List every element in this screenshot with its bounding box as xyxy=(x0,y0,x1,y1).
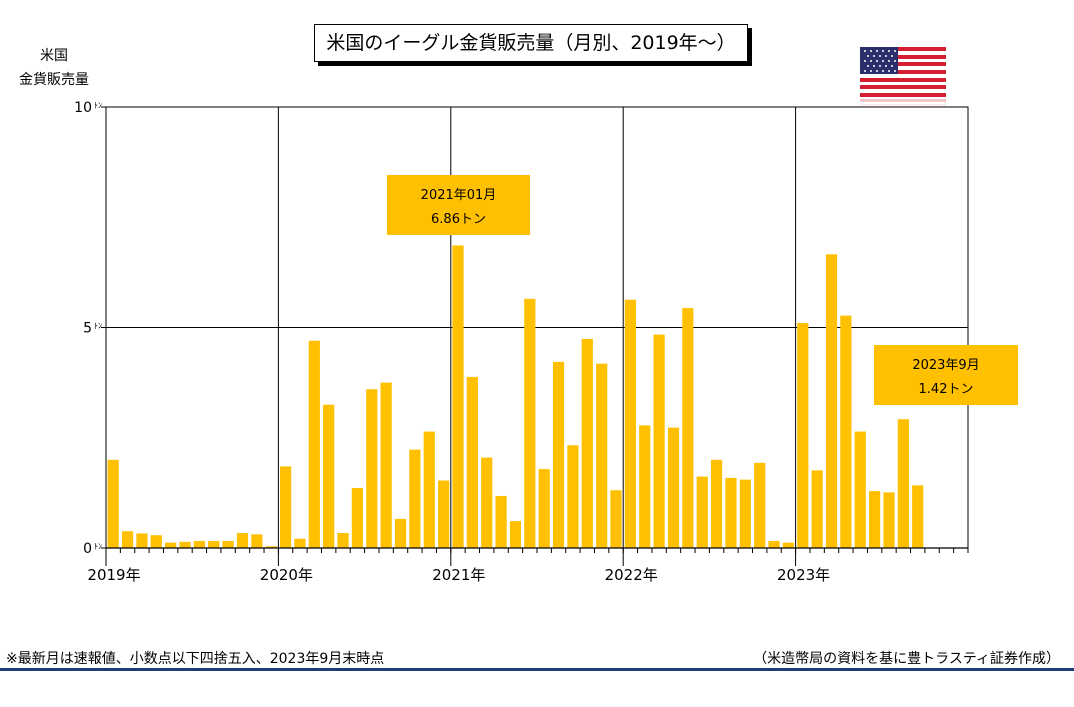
callout-box xyxy=(874,345,1018,405)
bar xyxy=(337,533,349,548)
bar xyxy=(710,459,723,548)
bar xyxy=(811,470,823,548)
callout-box xyxy=(387,175,530,235)
y-tick-unit: ﾄﾝ xyxy=(94,542,102,551)
bar xyxy=(768,540,780,548)
bar xyxy=(193,540,205,548)
bar xyxy=(912,485,924,548)
y-axis-label: 米国 金貨販売量 xyxy=(12,44,96,92)
bar xyxy=(308,340,320,548)
bar xyxy=(725,477,737,548)
bar xyxy=(466,376,478,548)
bar xyxy=(323,404,335,548)
bar xyxy=(897,419,909,548)
bar xyxy=(236,533,249,548)
bar xyxy=(409,449,421,548)
bar xyxy=(394,518,407,548)
bar xyxy=(179,541,191,548)
bar xyxy=(840,315,852,548)
bar xyxy=(869,491,881,548)
bar xyxy=(552,361,565,548)
y-tick-label: 0 xyxy=(83,541,92,557)
bar xyxy=(452,245,464,548)
bar xyxy=(639,425,651,548)
bar xyxy=(107,459,119,548)
y-axis-label-line-2: 金貨販売量 xyxy=(19,72,89,88)
footnote-left: ※最新月は速報値、小数点以下四捨五入、2023年9月末時点 xyxy=(6,651,385,667)
bar xyxy=(423,431,435,548)
y-tick-label: 10 xyxy=(74,100,92,116)
bar xyxy=(481,457,493,548)
callout-text: 2021年01月 xyxy=(421,188,497,203)
bar xyxy=(265,546,277,548)
y-tick-unit: ﾄﾝ xyxy=(94,322,102,331)
bar xyxy=(696,476,708,548)
bar xyxy=(136,533,148,548)
x-tick-label: 2019年 xyxy=(87,566,140,584)
bar xyxy=(251,534,263,548)
y-tick-label: 5 xyxy=(83,321,92,337)
bar xyxy=(653,334,665,548)
bar xyxy=(222,540,234,548)
bar xyxy=(438,480,450,548)
bottom-rule xyxy=(0,668,1074,671)
bar xyxy=(567,445,579,548)
callout-text: 2023年9月 xyxy=(912,358,979,373)
bar xyxy=(596,363,608,548)
bar xyxy=(754,462,766,548)
bar xyxy=(797,323,809,548)
y-axis-label-line-1: 米国 xyxy=(40,48,68,64)
bar xyxy=(380,382,392,548)
bar xyxy=(509,521,522,548)
bar xyxy=(624,299,636,548)
chart-title: 米国のイーグル金貨販売量（月別、2019年～） xyxy=(314,24,748,62)
bar xyxy=(739,479,751,548)
bar xyxy=(825,254,838,548)
bar xyxy=(495,495,507,548)
bar xyxy=(165,542,177,548)
bar xyxy=(150,535,162,548)
bar xyxy=(682,308,694,548)
bar xyxy=(208,540,220,548)
y-tick-unit: ﾄﾝ xyxy=(94,101,102,110)
x-tick-label: 2020年 xyxy=(260,566,313,584)
footnote-right: （米造幣局の資料を基に豊トラスティ証券作成） xyxy=(753,651,1060,667)
bar xyxy=(581,338,593,548)
x-tick-label: 2023年 xyxy=(777,566,830,584)
bar xyxy=(366,389,378,548)
callout-text: 1.42トン xyxy=(919,382,974,397)
bar xyxy=(279,466,292,548)
x-tick-label: 2021年 xyxy=(432,566,485,584)
bar xyxy=(294,538,306,548)
bar xyxy=(524,298,536,548)
bar xyxy=(883,492,895,548)
bar xyxy=(538,469,550,548)
callout-text: 6.86トン xyxy=(431,212,486,227)
bar xyxy=(782,542,795,548)
bar xyxy=(854,431,866,548)
bar xyxy=(121,531,134,548)
x-tick-label: 2022年 xyxy=(605,566,658,584)
bar xyxy=(667,427,680,548)
bar xyxy=(351,488,364,548)
bar xyxy=(610,490,622,548)
